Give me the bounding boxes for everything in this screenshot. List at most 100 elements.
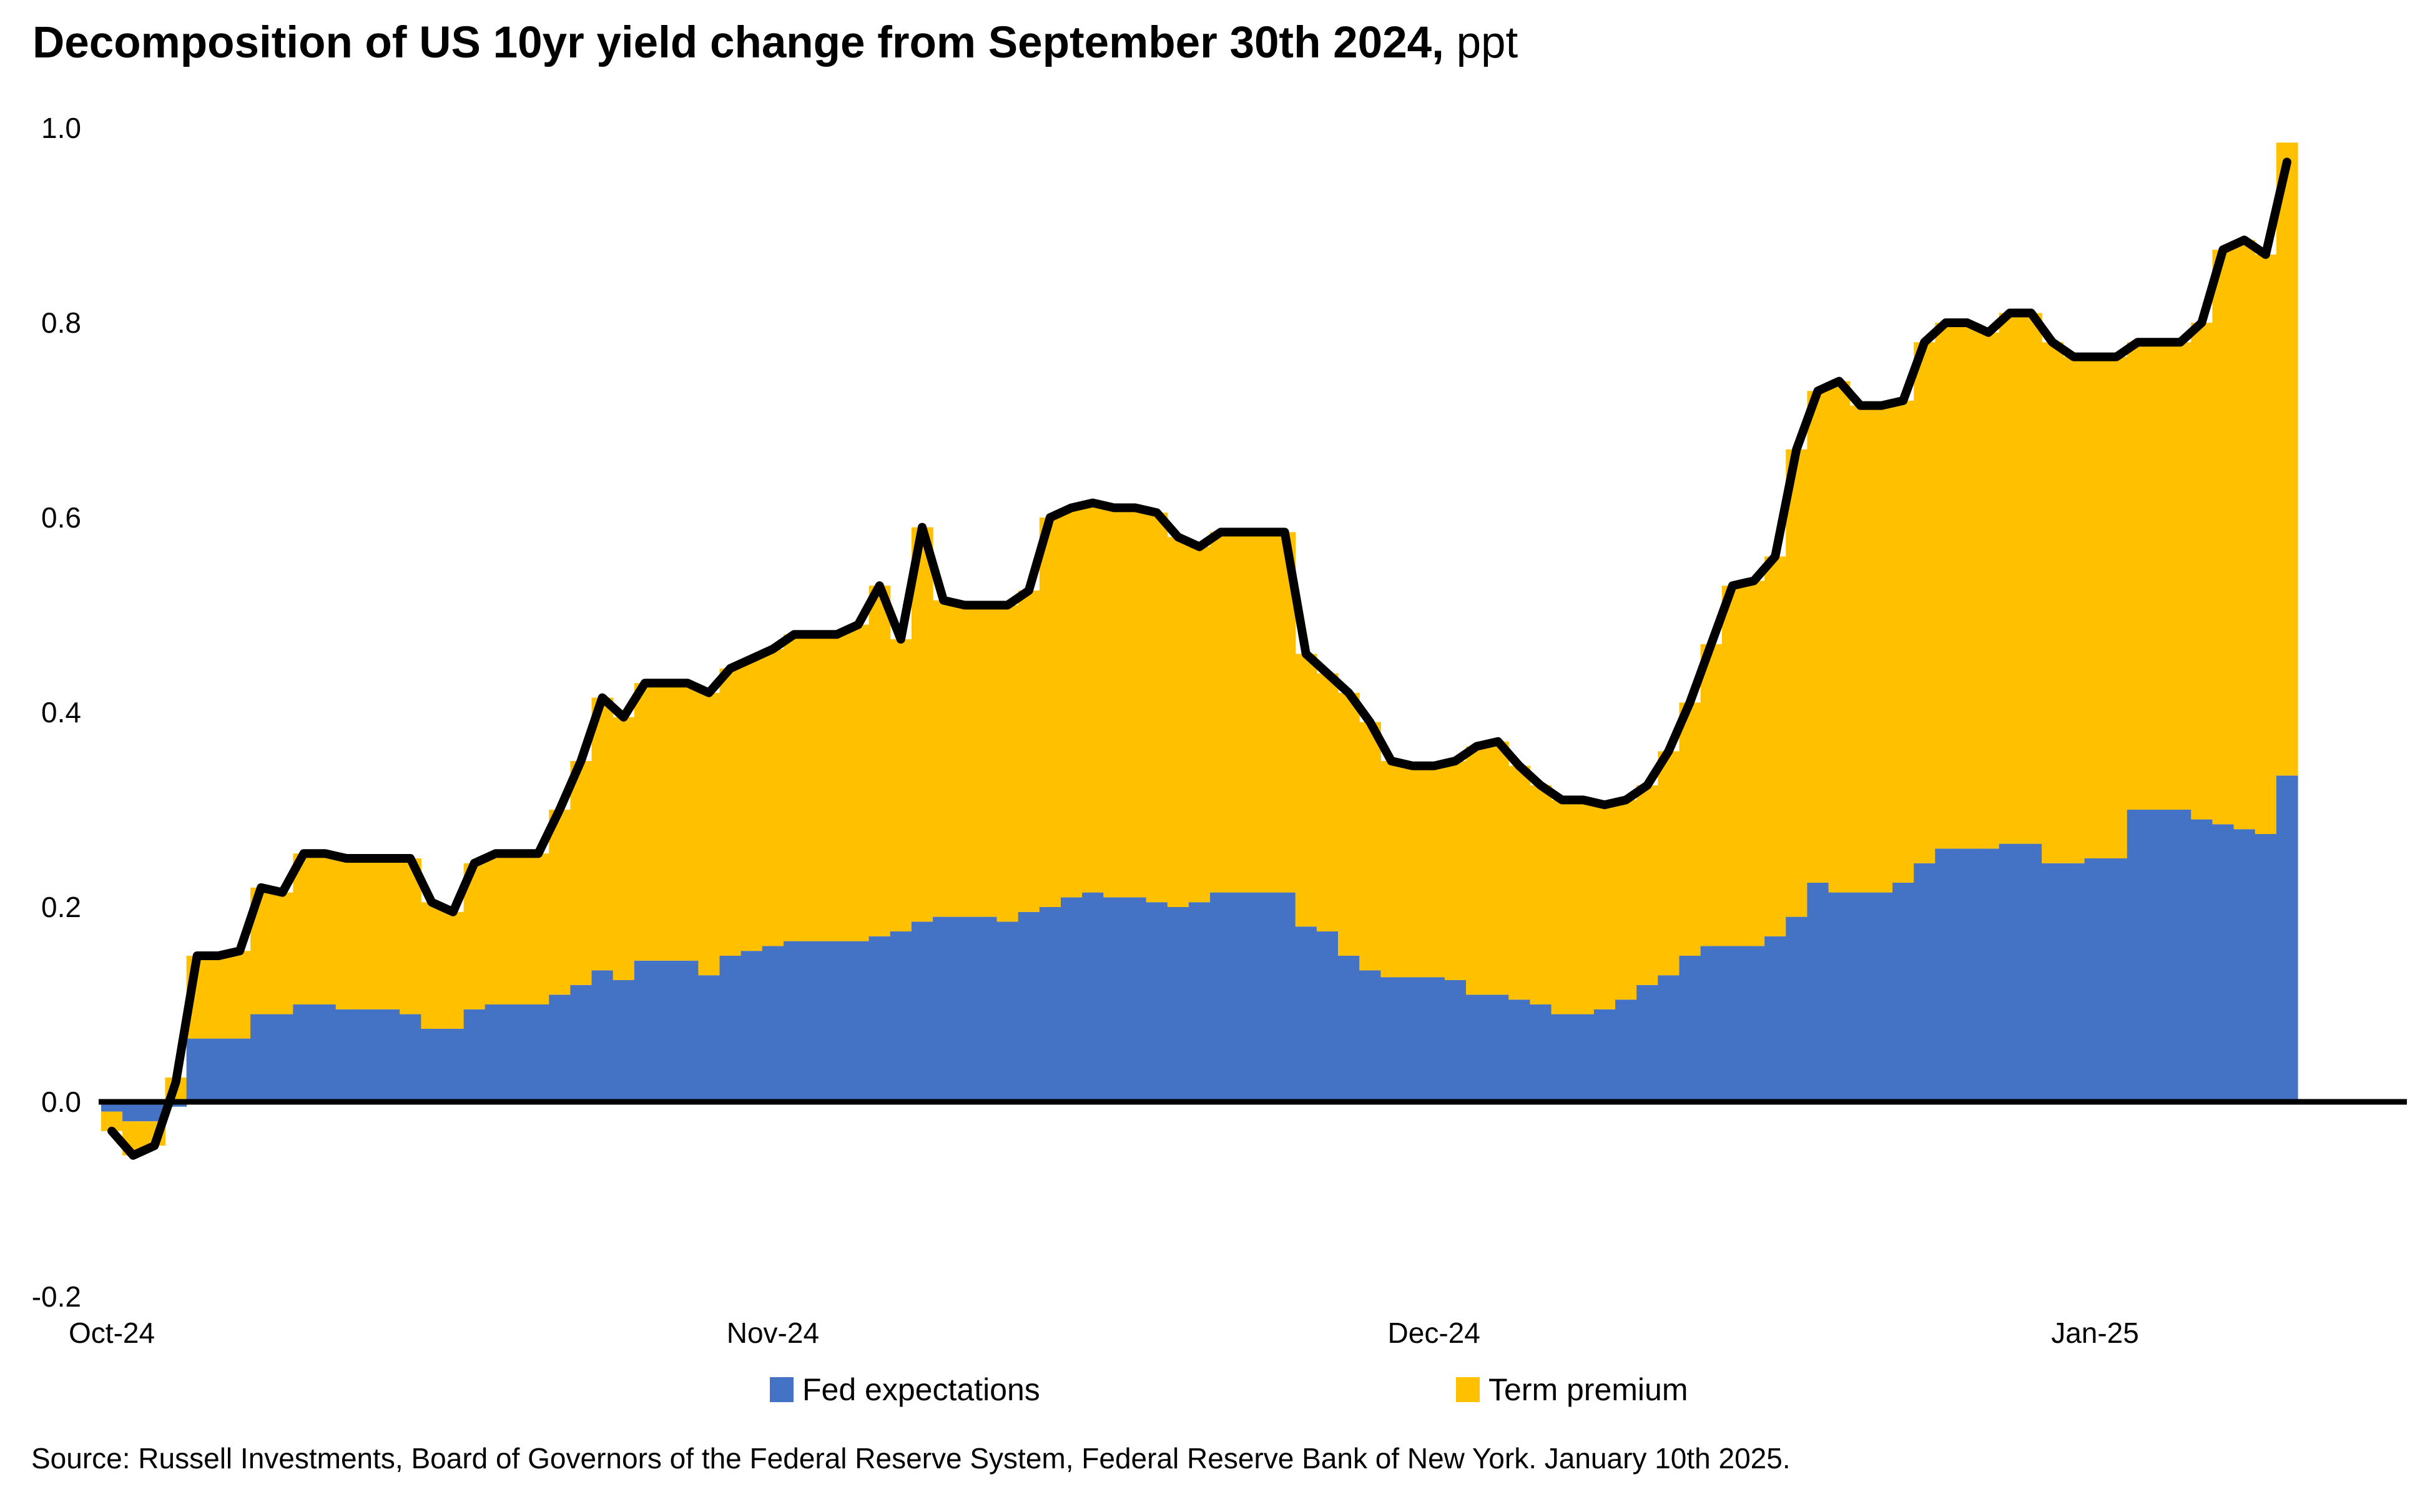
term-premium-bar [1615,800,1637,1000]
term-premium-bar [528,853,549,1004]
fed-expectations-bar [1914,863,1936,1102]
term-premium-bar [1593,805,1616,1009]
fed-expectations-bar [1658,975,1680,1102]
term-premium-bar [1786,449,1808,917]
fed-expectations-bar [954,916,976,1102]
term-premium-bar [762,649,784,946]
term-premium-bar [911,527,933,922]
chart-title-main: Decomposition of US 10yr yield change fr… [32,18,1444,67]
term-premium-bar [314,853,337,1004]
term-premium-swatch-icon [1456,1377,1480,1402]
fed-expectations-bar [1060,897,1083,1102]
fed-expectations-bar [2127,810,2149,1102]
fed-expectations-bar [1423,977,1445,1102]
fed-expectations-bar [1487,994,1509,1102]
fed-expectations-bar [1082,892,1104,1102]
fed-expectations-bar [186,1038,209,1102]
term-premium-bar [1721,586,1744,946]
term-premium-bar [954,605,976,917]
fed-expectations-bar [1828,892,1851,1102]
fed-expectations-bar [1252,892,1275,1102]
term-premium-bar [1465,746,1488,995]
term-premium-bar [656,683,677,961]
term-premium-bar [485,853,507,1004]
term-premium-bar [2020,313,2042,844]
term-premium-bar [1530,785,1552,1004]
fed-expectations-bar [1615,999,1637,1102]
y-axis-tick-label: 0.0 [41,1086,81,1118]
fed-expectations-bar [591,970,614,1102]
fed-expectations-bar [2063,863,2085,1102]
term-premium-bar [1977,332,2000,849]
term-premium-bar [1658,751,1680,976]
x-axis-tick-label: Jan-25 [2051,1317,2139,1349]
fed-expectations-bar [314,1004,337,1102]
term-premium-bar [272,892,293,1014]
term-premium-bar [2276,142,2298,776]
fed-expectations-bar [1721,946,1744,1102]
fed-expectations-bar [570,984,593,1102]
fed-expectations-bar [1807,883,1829,1102]
term-premium-bar [1082,503,1104,893]
y-axis-tick-label: 0.4 [41,696,81,729]
term-premium-bar [1999,313,2021,844]
fed-expectations-bar [975,916,998,1102]
fed-expectations-bar [2191,819,2213,1102]
term-premium-bar [1764,556,1786,936]
x-axis-tick-label: Nov-24 [726,1317,820,1349]
fed-expectations-bar [890,931,912,1102]
term-premium-bar [1572,800,1595,1014]
term-premium-bar [1871,405,1893,893]
term-premium-bar [442,911,465,1029]
legend-item-fed-expectations: Fed expectations [770,1372,1040,1407]
term-premium-bar [740,659,763,951]
term-premium-bar [1146,513,1168,903]
term-premium-bar [698,692,721,976]
fed-expectations-bar [1636,984,1658,1102]
term-premium-bar [2105,356,2128,858]
term-premium-bar [1807,391,1829,883]
fed-expectations-bar [2020,843,2042,1102]
y-axis-tick-label: 0.8 [41,307,81,339]
fed-expectations-bar [272,1014,293,1102]
term-premium-bar [1188,546,1211,903]
fed-expectations-bar [357,1009,379,1102]
term-premium-bar [506,853,528,1004]
fed-expectations-bar [1444,980,1467,1102]
fed-expectations-bar [1039,907,1061,1102]
fed-expectations-bar [698,975,721,1102]
fed-expectations-bar [847,941,870,1102]
chart-title-unit: ppt [1444,18,1518,67]
fed-expectations-bar [1124,897,1147,1102]
fed-expectations-bar [634,960,656,1102]
fed-expectations-bar [207,1038,230,1102]
fed-expectations-bar [612,980,635,1102]
term-premium-bar [1487,741,1509,995]
term-premium-bar [1444,761,1467,980]
fed-expectations-bar [1956,848,1979,1102]
term-premium-bar [783,634,805,941]
fed-expectations-bar [463,1009,486,1102]
fed-expectations-bar [1700,946,1723,1102]
term-premium-bar [634,683,656,961]
term-premium-bar [868,586,891,936]
fed-expectations-bar [1786,916,1808,1102]
term-premium-bar [2063,356,2085,863]
term-premium-bar [1828,381,1851,893]
fed-expectations-bar [1977,848,2000,1102]
term-premium-bar [1402,765,1424,978]
term-premium-bar [2255,254,2277,834]
fed-expectations-bar [485,1004,507,1102]
term-premium-bar [1892,400,1914,883]
fed-expectations-swatch-icon [770,1377,794,1402]
fed-expectations-bar [933,916,955,1102]
fed-expectations-bar [1380,977,1403,1102]
fed-expectations-bar [1465,994,1488,1102]
fed-expectations-bar [762,946,784,1102]
fed-expectations-bar [740,951,763,1102]
term-premium-bar [1167,537,1189,907]
term-premium-bar [357,858,379,1009]
term-premium-bar [1060,508,1083,898]
fed-expectations-bar [2233,829,2256,1102]
